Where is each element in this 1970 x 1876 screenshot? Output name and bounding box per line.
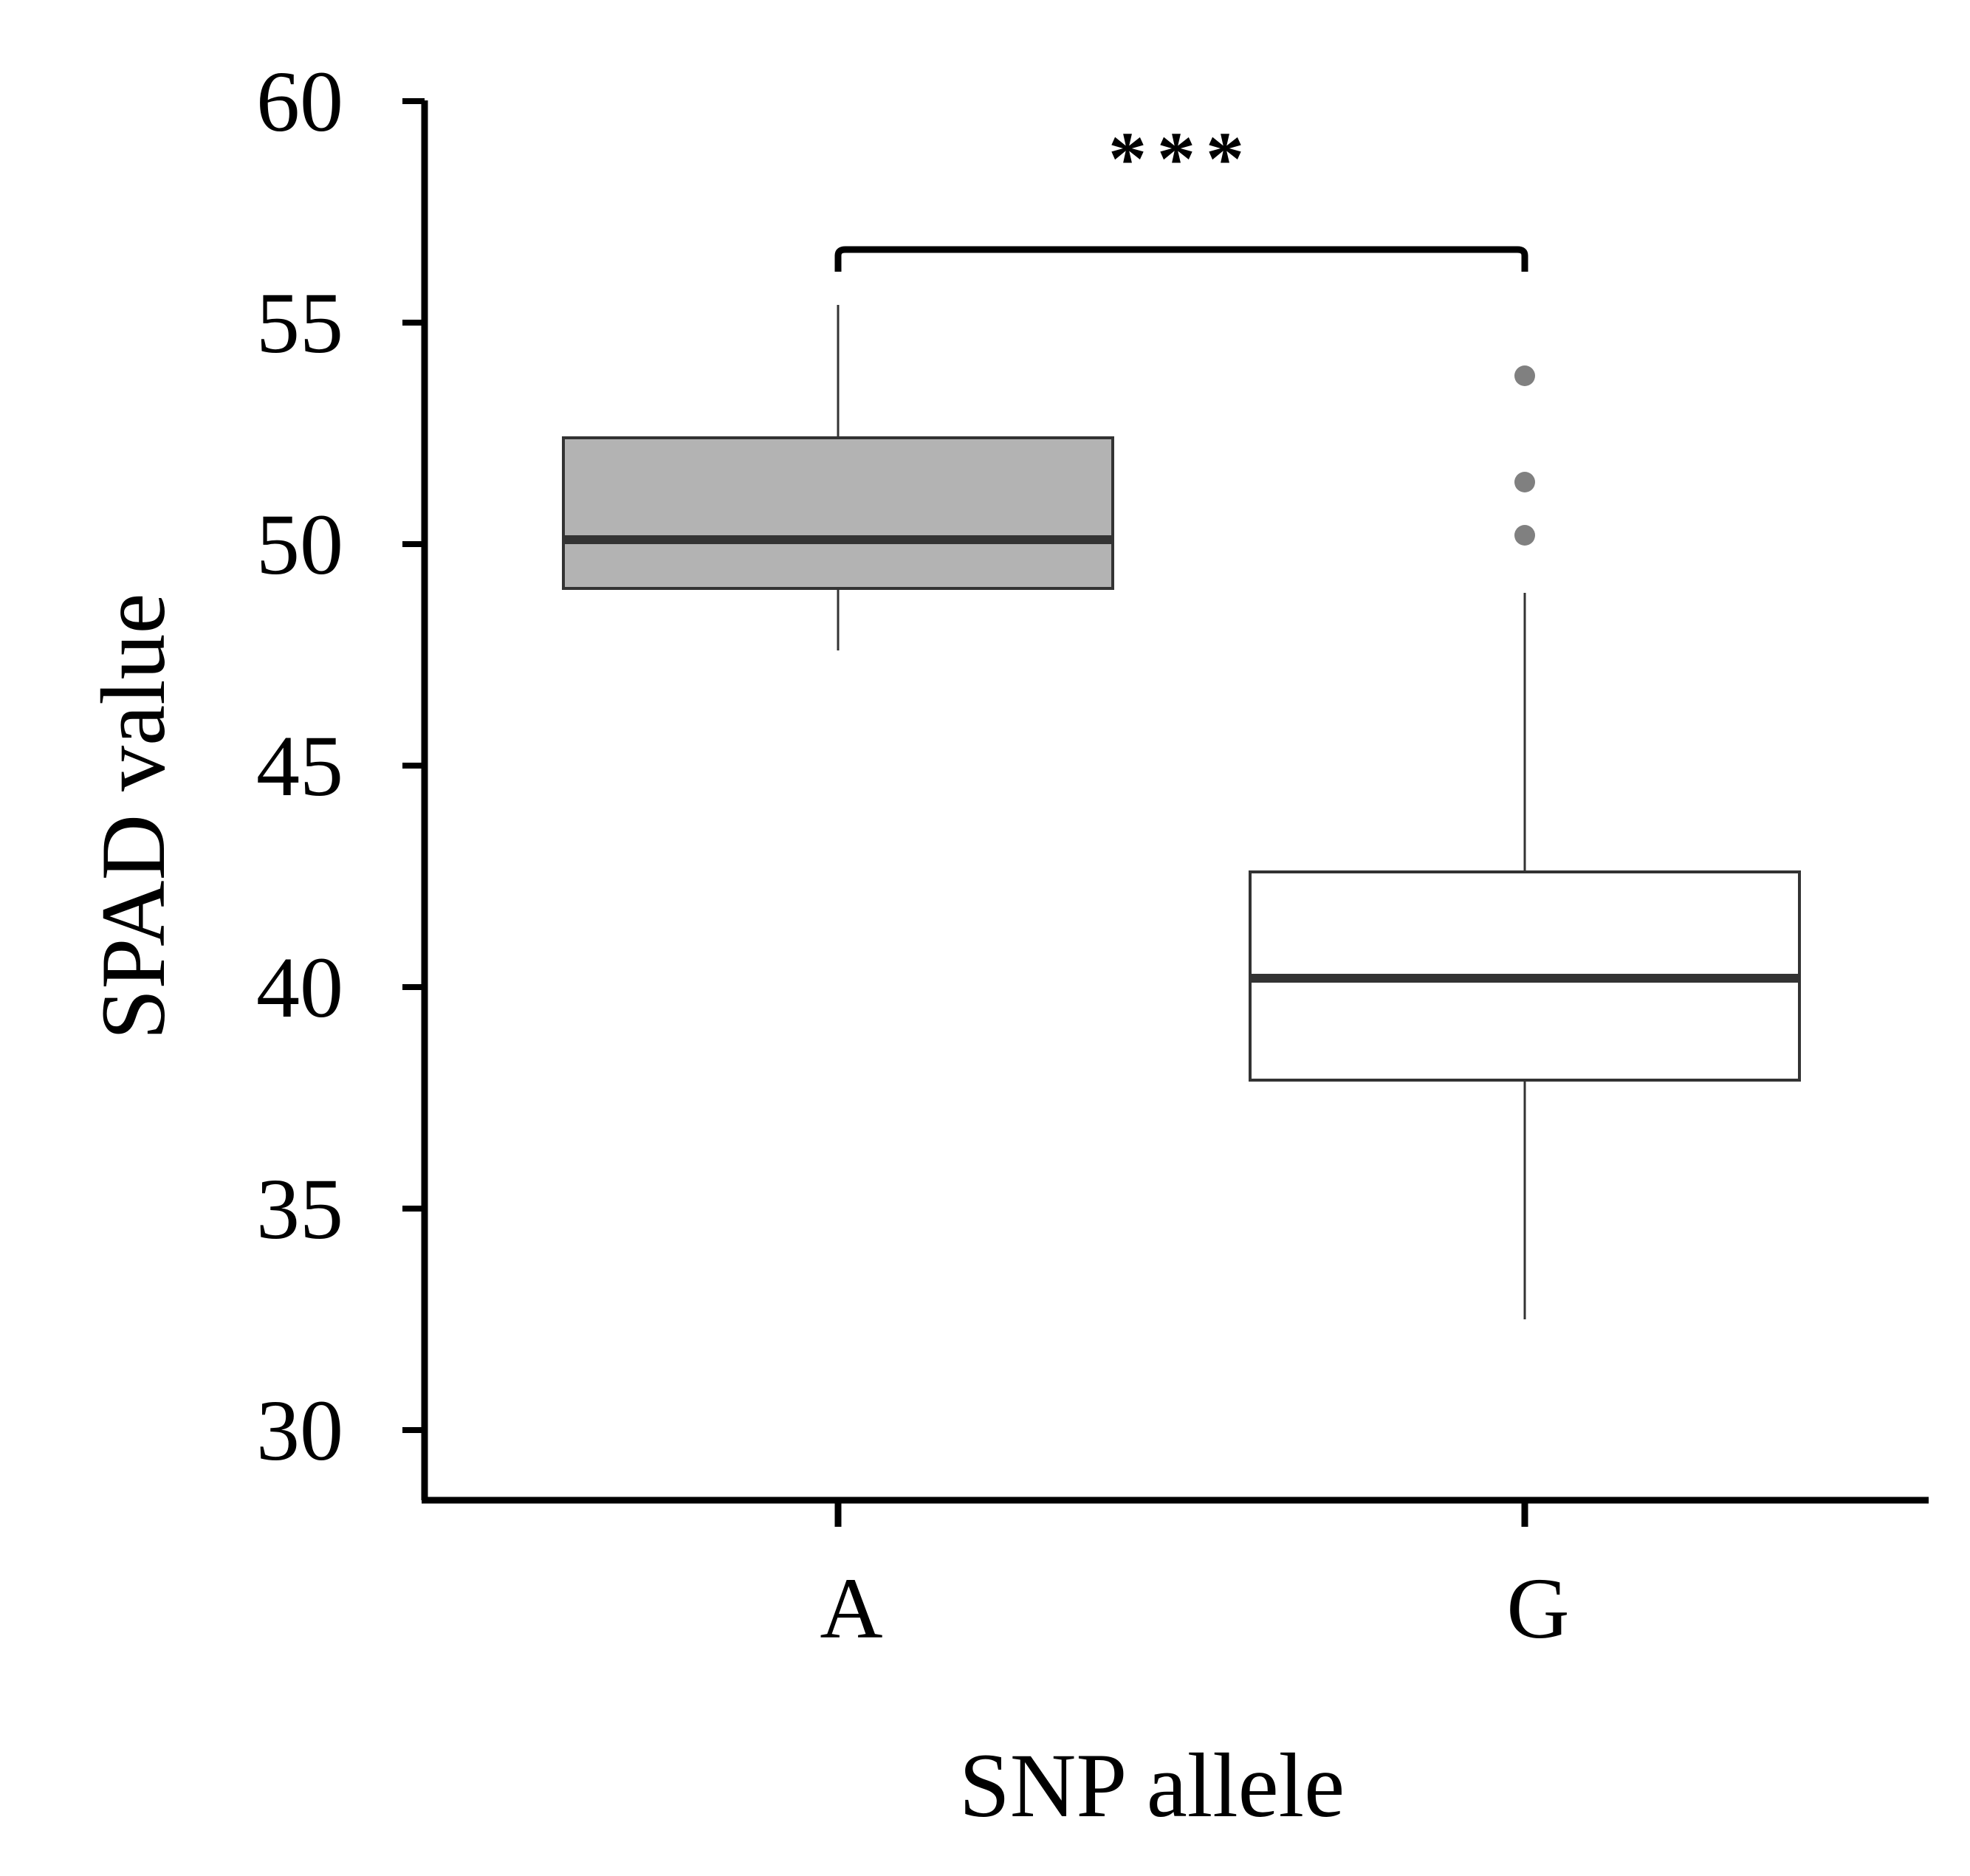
box-G — [1249, 365, 1801, 1319]
y-tick-label: 30 — [256, 1382, 343, 1479]
box-A — [562, 305, 1114, 650]
outlier-point — [1514, 525, 1535, 546]
boxes — [562, 305, 1801, 1319]
outlier-point — [1514, 472, 1535, 492]
y-tick-label: 40 — [256, 939, 343, 1036]
box-iqr — [562, 436, 1114, 590]
significance-annotation: *** — [834, 117, 1528, 272]
x-axis-title: SNP allele — [959, 1735, 1345, 1836]
significance-label: *** — [1108, 117, 1255, 202]
y-tick-label: 55 — [256, 275, 343, 371]
y-tick-label: 35 — [256, 1161, 343, 1257]
y-tick-label: 50 — [256, 496, 343, 593]
x-tick-label: G — [1506, 1560, 1569, 1657]
y-tick-label: 45 — [256, 718, 343, 814]
y-axis-title: SPAD value — [83, 593, 184, 1040]
y-axis: 30 35 40 45 50 55 60 — [256, 53, 428, 1500]
outlier-point — [1514, 365, 1535, 386]
y-tick-label: 60 — [256, 53, 343, 150]
significance-bracket — [834, 246, 1528, 272]
x-tick-label: A — [820, 1560, 882, 1657]
